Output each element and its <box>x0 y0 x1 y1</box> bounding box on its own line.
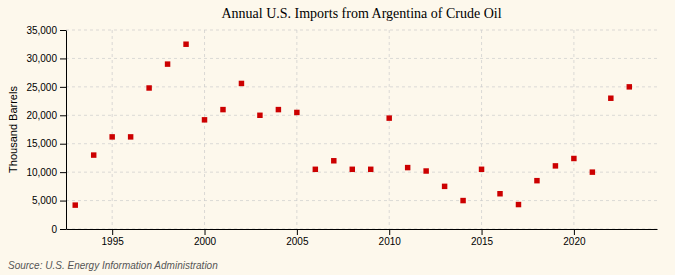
point <box>91 152 96 157</box>
y-tick-label: 30,000 <box>26 53 57 64</box>
y-axis-line <box>66 31 67 230</box>
point <box>331 158 336 163</box>
grid-line-x <box>481 30 482 229</box>
point <box>257 113 262 118</box>
x-tick-mark <box>574 229 575 235</box>
x-tick: 2005 <box>286 229 309 247</box>
grid-line-x <box>112 30 113 229</box>
x-tick: 2000 <box>194 229 217 247</box>
x-tick-mark <box>205 229 206 235</box>
grid-line-x <box>573 30 574 229</box>
point <box>202 117 207 122</box>
point <box>220 107 225 112</box>
point <box>516 202 521 207</box>
point <box>146 85 151 90</box>
y-tick-mark <box>60 144 66 145</box>
point <box>460 198 465 203</box>
x-tick: 2020 <box>563 229 586 247</box>
y-tick: 30,000 <box>26 53 66 64</box>
point <box>386 115 391 120</box>
y-axis: 0 5,000 10,000 15,000 20,000 25,000 30,000 35,0… <box>26 25 66 235</box>
x-tick: 1995 <box>102 229 125 247</box>
y-tick-mark <box>60 30 66 31</box>
points <box>72 41 632 207</box>
point <box>405 165 410 170</box>
x-tick-mark <box>482 229 483 235</box>
point <box>553 163 558 168</box>
x-tick-mark <box>389 229 390 235</box>
grid-line-x <box>204 30 205 229</box>
point <box>276 107 281 112</box>
grid-line-y <box>66 229 657 230</box>
grid-line-x <box>389 30 390 229</box>
point <box>294 110 299 115</box>
point <box>165 61 170 66</box>
point <box>590 169 595 174</box>
point <box>368 167 373 172</box>
x-tick: 2015 <box>471 229 494 247</box>
x-tick-label: 2015 <box>471 236 494 247</box>
point <box>72 202 77 207</box>
y-tick: 35,000 <box>26 25 66 36</box>
point <box>128 134 133 139</box>
chart: 1995 2000 2005 2010 2015 2020 0 5,000 10,000 15,0… <box>0 0 675 275</box>
y-tick-mark <box>60 58 66 59</box>
y-tick-label: 5,000 <box>32 195 57 206</box>
x-tick-label: 1995 <box>102 236 125 247</box>
point <box>109 134 114 139</box>
grid-line-y <box>66 86 657 87</box>
grid <box>66 30 657 229</box>
y-tick-mark <box>60 201 66 202</box>
point <box>183 41 188 46</box>
y-tick: 0 <box>51 224 66 235</box>
source-note: Source: U.S. Energy Information Administ… <box>8 260 218 271</box>
point <box>571 156 576 161</box>
point <box>497 191 502 196</box>
y-tick: 20,000 <box>26 110 66 121</box>
y-tick: 25,000 <box>26 82 66 93</box>
y-tick-label: 0 <box>51 224 57 235</box>
x-tick-mark <box>297 229 298 235</box>
plot: 1995 2000 2005 2010 2015 2020 0 5,000 10,000 15,0… <box>26 25 657 247</box>
background <box>0 0 675 275</box>
y-tick-mark <box>60 87 66 88</box>
x-tick-label: 2005 <box>286 236 309 247</box>
point <box>608 95 613 100</box>
y-tick: 10,000 <box>26 167 66 178</box>
y-tick-label: 25,000 <box>26 82 57 93</box>
y-tick-label: 20,000 <box>26 110 57 121</box>
grid-line-y <box>66 200 657 201</box>
grid-line-y <box>66 30 657 31</box>
x-tick: 2010 <box>379 229 402 247</box>
point <box>442 184 447 189</box>
y-tick-mark <box>60 172 66 173</box>
y-tick-mark <box>60 115 66 116</box>
title: Annual U.S. Imports from Argentina of Cr… <box>221 6 501 21</box>
x-tick-label: 2000 <box>194 236 217 247</box>
grid-line-x <box>296 30 297 229</box>
point <box>239 81 244 86</box>
x-axis: 1995 2000 2005 2010 2015 2020 <box>67 229 658 247</box>
point <box>534 178 539 183</box>
x-tick-label: 2020 <box>563 236 586 247</box>
y-tick: 15,000 <box>26 138 66 149</box>
y-tick: 5,000 <box>32 195 66 206</box>
y-tick-label: 15,000 <box>26 138 57 149</box>
point <box>313 167 318 172</box>
point <box>479 167 484 172</box>
grid-line-y <box>66 115 657 116</box>
y-tick-mark <box>60 229 66 230</box>
y-axis-title: Thousand Barrels <box>7 86 19 173</box>
x-tick-label: 2010 <box>379 236 402 247</box>
grid-line-y <box>66 172 657 173</box>
point <box>423 168 428 173</box>
x-tick-mark <box>112 229 113 235</box>
grid-line-y <box>66 58 657 59</box>
x-axis-line <box>67 229 658 230</box>
point <box>627 84 632 89</box>
y-tick-label: 35,000 <box>26 25 57 36</box>
point <box>350 167 355 172</box>
y-tick-label: 10,000 <box>26 167 57 178</box>
grid-line-y <box>66 143 657 144</box>
